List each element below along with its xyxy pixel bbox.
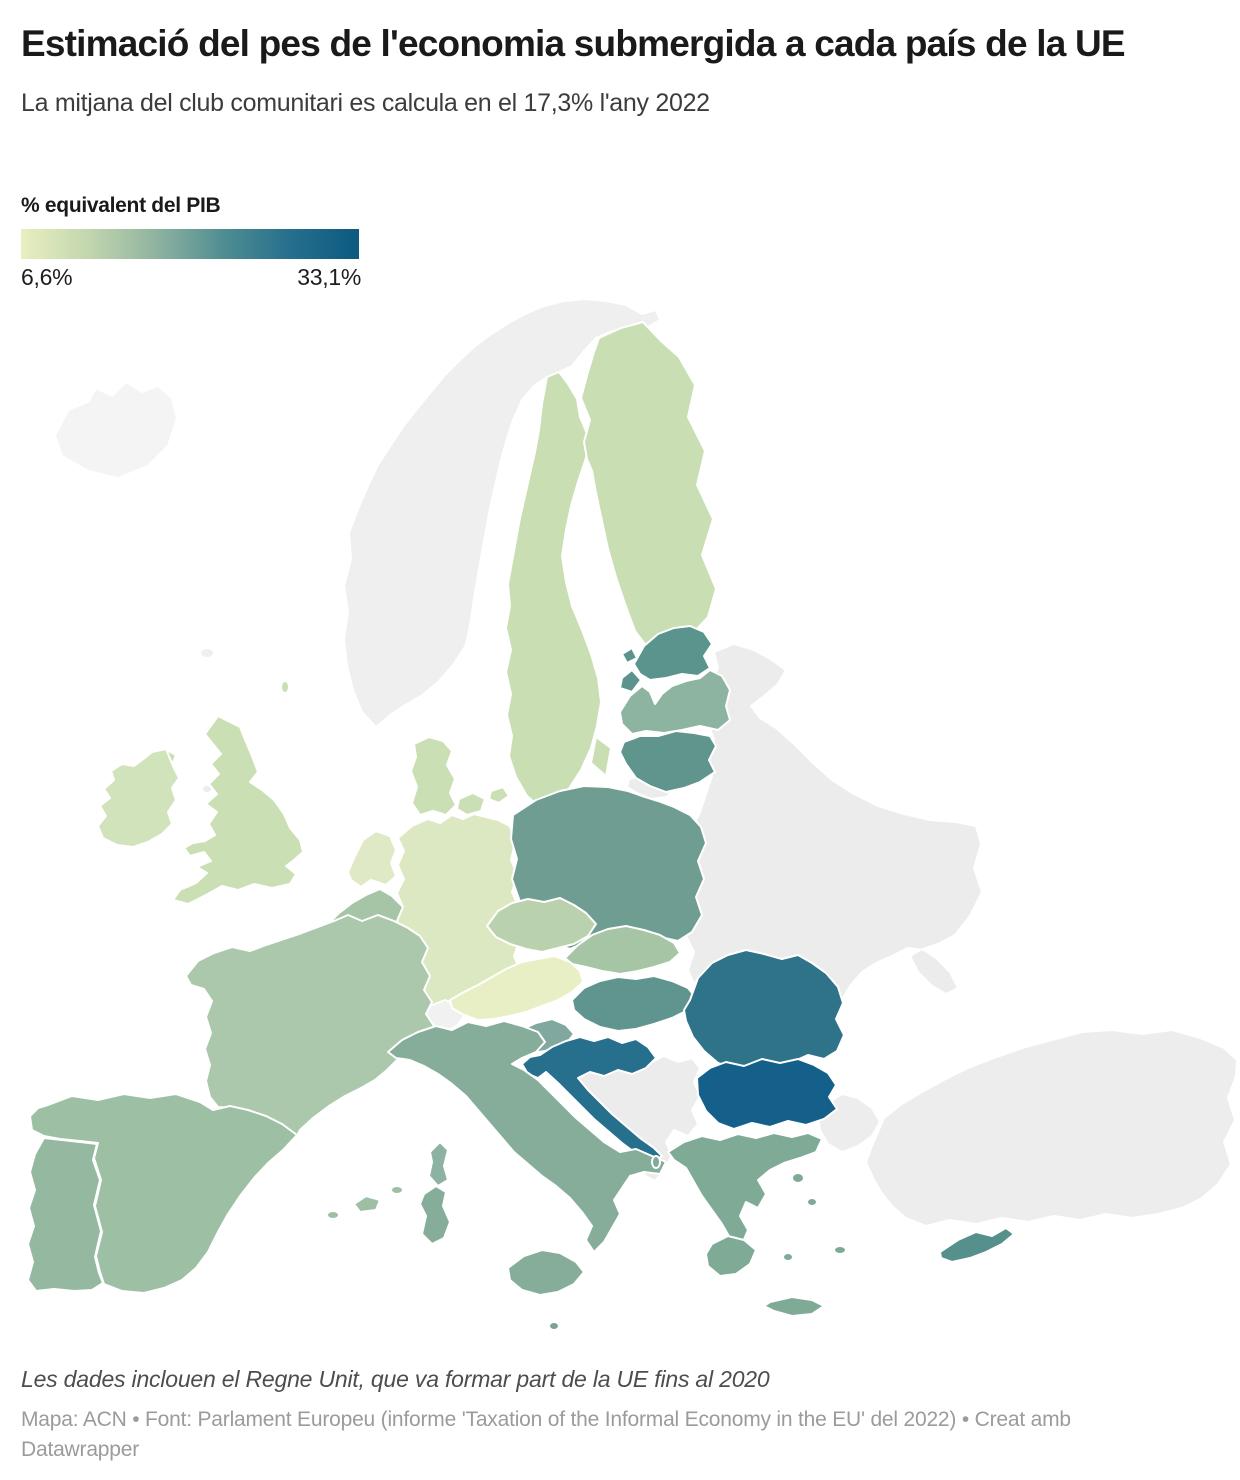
- island-rhodes-icon: [833, 1245, 847, 1255]
- legend-gradient-bar: [21, 229, 359, 259]
- island-aegean-3-icon: [782, 1252, 794, 1262]
- island-gotland[interactable]: [590, 736, 612, 777]
- country-italy[interactable]: [387, 1020, 667, 1253]
- country-slovakia[interactable]: [564, 925, 681, 975]
- country-estonia[interactable]: [633, 625, 713, 681]
- legend-labels: 6,6% 33,1%: [21, 264, 361, 291]
- country-cyprus[interactable]: [939, 1227, 1015, 1263]
- country-romania[interactable]: [683, 949, 845, 1070]
- island-sicily[interactable]: [507, 1249, 585, 1296]
- footer: Les dades inclouen el Regne Unit, que va…: [21, 1366, 1181, 1465]
- country-united-kingdom[interactable]: [172, 715, 304, 905]
- country-greece[interactable]: [667, 1132, 823, 1245]
- country-iceland: [54, 381, 178, 479]
- country-latvia[interactable]: [619, 669, 731, 735]
- island-corfu-icon: [651, 1155, 661, 1169]
- island-shetland-icon: [280, 680, 290, 694]
- island-mallorca[interactable]: [353, 1195, 381, 1213]
- island-zealand[interactable]: [456, 792, 486, 816]
- island-funen[interactable]: [488, 786, 510, 804]
- region-peloponnese[interactable]: [705, 1235, 757, 1277]
- island-aegean-2-icon: [806, 1197, 818, 1207]
- island-hiiumaa[interactable]: [621, 647, 638, 664]
- island-aegean-1-icon: [791, 1172, 805, 1184]
- island-corsica[interactable]: [428, 1141, 449, 1187]
- page-subtitle: La mitjana del club comunitari es calcul…: [21, 89, 710, 118]
- page-title: Estimació del pes de l'economia submergi…: [21, 23, 1126, 64]
- country-malta-icon[interactable]: [548, 1321, 560, 1331]
- country-finland[interactable]: [580, 321, 717, 649]
- country-czechia[interactable]: [486, 897, 597, 953]
- country-ireland[interactable]: [97, 748, 180, 848]
- country-norway: [343, 298, 661, 728]
- color-legend: % equivalent del PIB 6,6% 33,1%: [21, 194, 361, 291]
- header: Estimació del pes de l'economia submergi…: [21, 20, 1211, 118]
- footer-credits: Mapa: ACN • Font: Parlament Europeu (inf…: [21, 1408, 1071, 1461]
- legend-min-label: 6,6%: [21, 264, 73, 290]
- legend-title: % equivalent del PIB: [21, 194, 221, 217]
- country-faroe-icon: [199, 647, 215, 659]
- country-lithuania[interactable]: [619, 730, 717, 793]
- island-saaremaa[interactable]: [619, 669, 642, 693]
- island-ibiza-icon: [326, 1210, 340, 1220]
- country-netherlands[interactable]: [347, 830, 397, 888]
- country-portugal[interactable]: [27, 1137, 104, 1292]
- region-eastern-europe: [685, 643, 983, 1001]
- legend-max-label: 33,1%: [297, 264, 361, 290]
- footer-note: Les dades inclouen el Regne Unit, que va…: [21, 1366, 770, 1392]
- country-austria[interactable]: [449, 955, 584, 1021]
- island-crete[interactable]: [763, 1296, 825, 1317]
- country-hungary[interactable]: [571, 975, 697, 1032]
- country-france[interactable]: [185, 914, 435, 1137]
- island-sardinia[interactable]: [419, 1185, 451, 1245]
- country-denmark[interactable]: [410, 736, 457, 816]
- country-spain[interactable]: [29, 1093, 298, 1294]
- country-bulgaria[interactable]: [696, 1058, 838, 1130]
- island-menorca-icon: [390, 1185, 404, 1195]
- country-turkey: [865, 1029, 1238, 1227]
- country-croatia[interactable]: [521, 1036, 663, 1164]
